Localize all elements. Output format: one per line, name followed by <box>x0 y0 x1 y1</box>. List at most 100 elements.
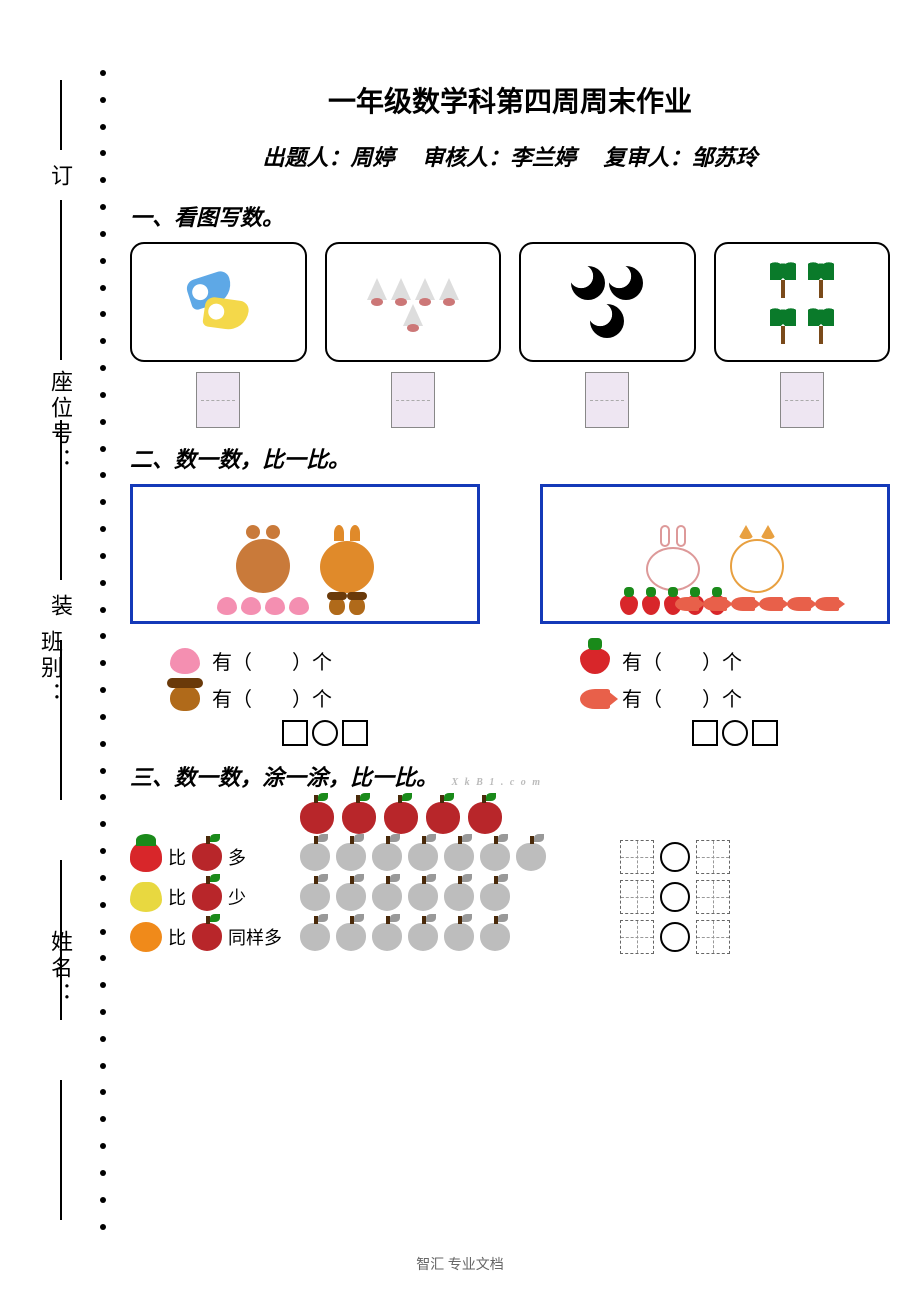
ghost-apple-icon[interactable] <box>372 923 402 951</box>
circle-shape <box>312 720 338 746</box>
carrot-icon <box>580 648 610 674</box>
peach-icon <box>289 597 309 615</box>
ghost-apple-icon[interactable] <box>336 883 366 911</box>
worksheet-page: 一年级数学科第四周周末作业 出题人：周婷 审核人：李兰婷 复审人：邹苏玲 一、看… <box>130 80 890 960</box>
square-shape <box>282 720 308 746</box>
count-text: 有（ ）个 <box>212 646 332 675</box>
binding-dot <box>100 768 106 774</box>
shuttlecock-icon <box>403 304 423 326</box>
binding-dot <box>100 633 106 639</box>
binding-dot <box>100 1036 106 1042</box>
section3-heading-text: 三、数一数，涂一涂，比一比。 <box>130 765 438 790</box>
ghost-apple-icon[interactable] <box>480 843 510 871</box>
binding-margin: 订 座位号： 装 班别： 姓名： <box>40 70 130 1230</box>
answer-box[interactable] <box>696 920 730 954</box>
binding-dot <box>100 177 106 183</box>
palm-tree-icon <box>768 260 798 298</box>
count-text: 有（ ）个 <box>622 683 742 712</box>
binding-dot <box>100 70 106 76</box>
count-text: 有（ ）个 <box>212 683 332 712</box>
answer-box[interactable] <box>620 920 654 954</box>
ghost-apple-icon[interactable] <box>408 923 438 951</box>
peach-icon <box>170 648 200 674</box>
binding-dot <box>100 687 106 693</box>
fish-icon <box>675 597 699 611</box>
answer-box[interactable] <box>620 840 654 874</box>
ghost-apple-icon[interactable] <box>408 843 438 871</box>
ghost-apple-icon[interactable] <box>372 883 402 911</box>
ghost-apple-icon[interactable] <box>336 923 366 951</box>
count-line-peach: 有（ ）个 <box>130 646 480 675</box>
peach-icon <box>217 597 237 615</box>
margin-line <box>60 200 62 360</box>
compare-circle[interactable] <box>660 842 690 872</box>
fish-icon <box>759 597 783 611</box>
shuttlecock-icon <box>439 278 459 300</box>
ghost-apple-icon[interactable] <box>480 883 510 911</box>
margin-line <box>60 1080 62 1220</box>
answer-box[interactable] <box>780 372 824 428</box>
compare-circle[interactable] <box>660 882 690 912</box>
palm-tree-icon <box>806 306 836 344</box>
binding-dot <box>100 1224 106 1230</box>
section1-cards <box>130 242 890 362</box>
binding-dot <box>100 365 106 371</box>
binding-dot <box>100 338 106 344</box>
compare-shapes[interactable] <box>540 720 890 746</box>
answer-box[interactable] <box>696 880 730 914</box>
soccer-ball-icon <box>571 266 605 300</box>
answer-box[interactable] <box>391 372 435 428</box>
compare-shapes[interactable] <box>130 720 480 746</box>
compare-circle[interactable] <box>660 922 690 952</box>
margin-line <box>60 420 62 580</box>
peach-icon <box>265 597 285 615</box>
ghost-apple-icon[interactable] <box>300 923 330 951</box>
fish-icon <box>580 689 610 709</box>
watermark-text: X k B 1 . c o m <box>452 777 543 788</box>
binding-dot <box>100 741 106 747</box>
ghost-apple-icon[interactable] <box>444 923 474 951</box>
q3-row: 比同样多 <box>130 920 890 954</box>
section1-heading: 一、看图写数。 <box>130 200 890 232</box>
answer-box[interactable] <box>696 840 730 874</box>
ghost-apple-icon[interactable] <box>444 843 474 871</box>
circle-shape <box>722 720 748 746</box>
binding-dot <box>100 1170 106 1176</box>
palm-tree-icon <box>768 306 798 344</box>
ghost-apple-icon[interactable] <box>300 843 330 871</box>
square-shape <box>342 720 368 746</box>
binding-dot <box>100 848 106 854</box>
ghost-apple-icon[interactable] <box>372 843 402 871</box>
square-shape <box>752 720 778 746</box>
compare-word: 少 <box>228 884 246 910</box>
ghost-apple-icon[interactable] <box>408 883 438 911</box>
authors-line: 出题人：周婷 审核人：李兰婷 复审人：邹苏玲 <box>130 140 890 172</box>
soccer-ball-icon <box>590 304 624 338</box>
ghost-apple-icon[interactable] <box>480 923 510 951</box>
answer-box[interactable] <box>620 880 654 914</box>
acorn-icon <box>170 685 200 711</box>
answer-box[interactable] <box>196 372 240 428</box>
ghost-apple-icon[interactable] <box>444 883 474 911</box>
card-shuttlecocks <box>325 242 502 362</box>
section3-heading: 三、数一数，涂一涂，比一比。 X k B 1 . c o m <box>130 760 890 792</box>
label-class: 班别： <box>34 630 66 708</box>
ghost-apple-icon[interactable] <box>516 843 546 871</box>
ghost-apple-icon[interactable] <box>336 843 366 871</box>
orange-icon <box>130 922 162 952</box>
section1-answers <box>130 372 890 428</box>
squirrel-icon <box>312 525 382 615</box>
ghost-apple-icon[interactable] <box>300 883 330 911</box>
whistle-icon <box>202 296 250 332</box>
carrot-icon <box>642 595 660 615</box>
fish-icon <box>787 597 811 611</box>
section3-body: 比多比少比同样多 <box>130 802 890 954</box>
answer-box[interactable] <box>585 372 629 428</box>
q3-row: 比多 <box>130 840 890 874</box>
binding-dot <box>100 1143 106 1149</box>
apple-icon <box>384 802 418 834</box>
binding-dot <box>100 124 106 130</box>
label-name: 姓名： <box>44 930 76 1008</box>
binding-dot <box>100 875 106 881</box>
binding-dot <box>100 231 106 237</box>
